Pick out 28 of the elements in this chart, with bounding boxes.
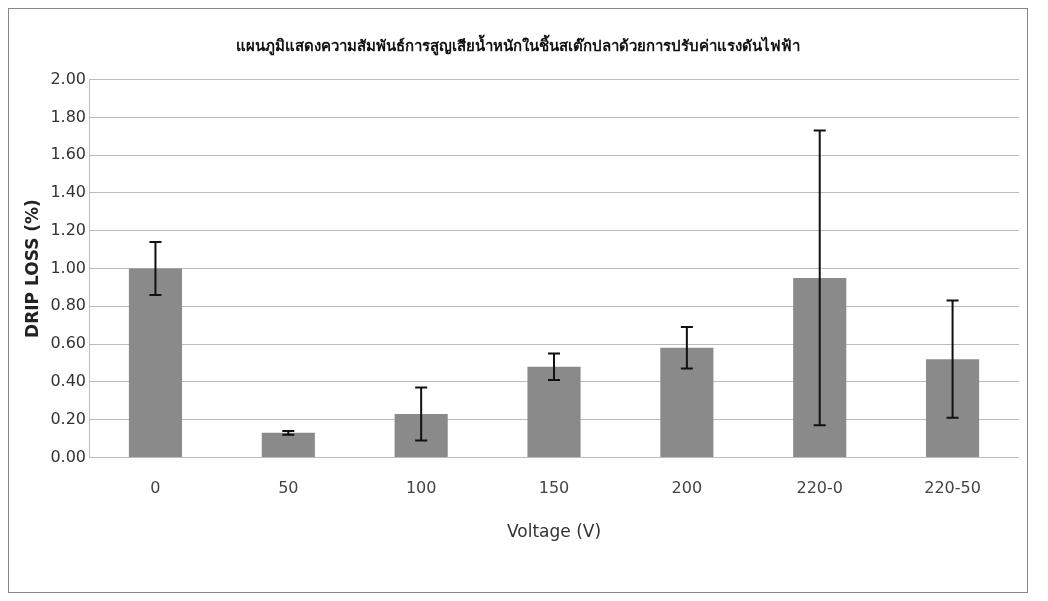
y-tick-label: 0.40	[50, 371, 87, 390]
y-tick-label: 0.00	[50, 446, 87, 466]
bar	[261, 432, 315, 457]
x-tick-label: 220-0	[796, 478, 843, 498]
bar	[527, 366, 581, 457]
y-axis-title: DRIP LOSS (%)	[21, 199, 42, 338]
y-tick-label: 0.60	[50, 333, 87, 353]
bar	[793, 277, 847, 457]
y-tick-label: 1.80	[50, 106, 87, 126]
y-tick-label: 1.60	[50, 144, 87, 164]
bar	[926, 359, 980, 457]
x-tick-label: 220-50	[924, 478, 981, 498]
x-tick-label: 150	[538, 478, 570, 498]
x-tick-label: 200	[671, 478, 703, 498]
x-axis-title: Voltage (V)	[506, 521, 602, 542]
x-tick-label: 100	[405, 478, 437, 498]
x-tick-label: 0	[150, 478, 161, 498]
y-tick-label: 0.80	[50, 295, 87, 315]
y-tick-label: 2.00	[50, 68, 87, 88]
y-tick-label: 0.20	[50, 408, 87, 428]
bar	[128, 268, 183, 457]
chart-title: แผนภูมิแสดงความสัมพันธ์การสูญเสียน้ำหนักในชิ้นสเต๊กปลาด้วยการปรับค่าแรงดันไฟฟ้า	[235, 33, 801, 58]
bar	[394, 413, 448, 457]
y-tick-label: 1.00	[50, 257, 87, 277]
y-tick-label: 1.20	[50, 219, 87, 239]
y-tick-label: 1.40	[50, 182, 87, 202]
bar	[660, 347, 714, 457]
x-tick-label: 50	[278, 478, 299, 498]
